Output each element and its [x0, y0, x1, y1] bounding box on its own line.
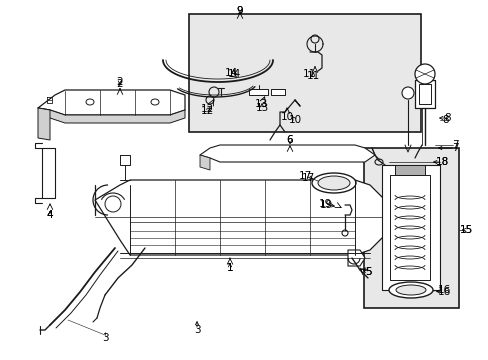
Ellipse shape [395, 285, 425, 295]
Polygon shape [414, 80, 434, 108]
Text: 3: 3 [193, 325, 200, 335]
Polygon shape [38, 90, 184, 115]
Polygon shape [38, 108, 184, 123]
Text: 3: 3 [102, 333, 108, 343]
Bar [189, 14, 420, 132]
Text: 15: 15 [458, 225, 472, 235]
Polygon shape [270, 89, 285, 95]
Text: 11: 11 [302, 69, 315, 79]
Polygon shape [394, 165, 424, 175]
Text: 4: 4 [46, 210, 53, 220]
Text: 5: 5 [364, 267, 370, 277]
Text: 19: 19 [319, 200, 332, 210]
Text: 5: 5 [364, 267, 370, 277]
Text: 2: 2 [117, 77, 123, 87]
Text: 19: 19 [318, 199, 331, 209]
Text: 2: 2 [117, 79, 123, 89]
Polygon shape [248, 89, 267, 95]
Text: 18: 18 [434, 157, 447, 167]
Text: 8: 8 [444, 113, 450, 123]
Polygon shape [389, 175, 429, 280]
Text: 10: 10 [288, 115, 301, 125]
Text: 12: 12 [200, 106, 213, 116]
Polygon shape [38, 108, 50, 140]
Ellipse shape [105, 196, 121, 212]
Text: 8: 8 [442, 115, 448, 125]
Text: 15: 15 [458, 225, 472, 235]
Polygon shape [200, 155, 209, 170]
Polygon shape [347, 250, 364, 266]
Text: 6: 6 [286, 135, 293, 145]
Polygon shape [418, 84, 430, 104]
Text: 16: 16 [436, 287, 450, 297]
Ellipse shape [401, 87, 413, 99]
Text: 1: 1 [226, 263, 233, 273]
Text: 14: 14 [224, 68, 237, 78]
Text: 1: 1 [226, 263, 233, 273]
Polygon shape [200, 145, 374, 162]
Bar [363, 148, 458, 308]
Text: 9: 9 [236, 6, 243, 16]
Text: 6: 6 [286, 135, 293, 145]
Text: 7: 7 [451, 143, 457, 153]
Text: 14: 14 [227, 69, 240, 79]
Polygon shape [95, 180, 384, 255]
Ellipse shape [414, 64, 434, 84]
Text: 4: 4 [46, 210, 53, 220]
Text: 10: 10 [280, 112, 293, 122]
Text: 11: 11 [306, 71, 319, 81]
Text: 13: 13 [254, 99, 267, 109]
Text: 17: 17 [298, 171, 311, 181]
Polygon shape [42, 148, 55, 198]
Text: 13: 13 [255, 103, 268, 113]
Ellipse shape [388, 282, 432, 298]
Ellipse shape [311, 173, 355, 193]
Text: 17: 17 [301, 173, 314, 183]
Text: 16: 16 [436, 285, 450, 295]
Text: 9: 9 [236, 6, 243, 16]
Ellipse shape [317, 176, 349, 190]
Text: 18: 18 [434, 157, 447, 167]
Text: 7: 7 [451, 140, 457, 150]
Text: 12: 12 [200, 104, 213, 114]
Polygon shape [381, 165, 439, 290]
